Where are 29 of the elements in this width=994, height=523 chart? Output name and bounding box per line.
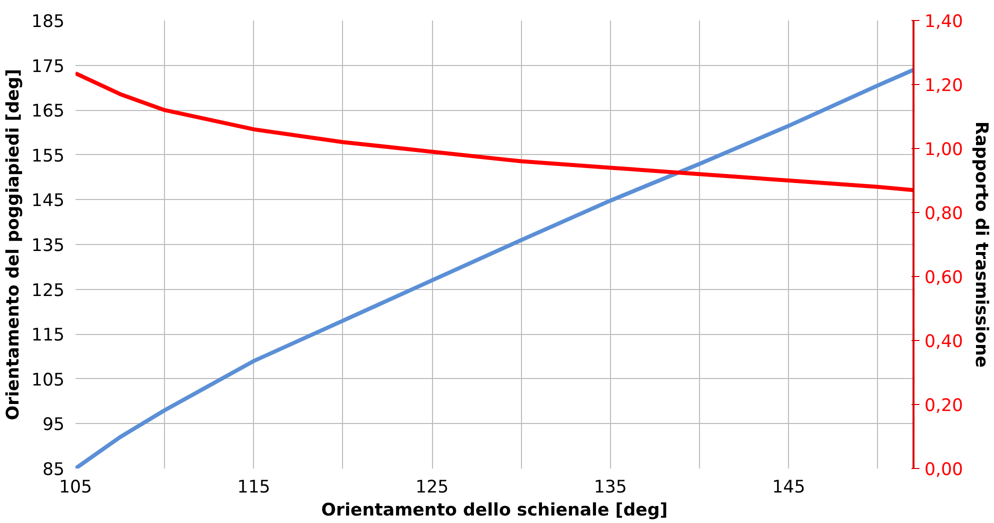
x-tick-label: 105 bbox=[58, 478, 92, 498]
y2-axis-title: Rapporto di trasmissione bbox=[971, 121, 992, 368]
y-tick-label: 135 bbox=[31, 236, 65, 256]
y2-tick-label: 1,20 bbox=[924, 76, 964, 96]
y2-tick-label: 1,00 bbox=[924, 140, 964, 160]
x-tick-label: 145 bbox=[772, 478, 806, 498]
y-tick-label: 185 bbox=[31, 12, 65, 32]
y-tick-label: 165 bbox=[31, 102, 65, 122]
line-series bbox=[76, 68, 914, 468]
y2-tick-label: 0,40 bbox=[924, 332, 964, 352]
y-tick-label: 95 bbox=[42, 415, 65, 436]
x-axis-title: Orientamento dello schienale [deg] bbox=[321, 500, 668, 520]
x-tick-label: 115 bbox=[237, 478, 270, 498]
y2-tick-label: 0,20 bbox=[924, 396, 964, 416]
y-tick-label: 175 bbox=[31, 56, 65, 77]
y2-tick-label: 1,40 bbox=[924, 12, 964, 32]
line-series bbox=[76, 71, 914, 192]
y2-tick-label: 0,00 bbox=[924, 460, 964, 480]
y-tick-label: 125 bbox=[31, 280, 65, 301]
y2-tick-label: 0,60 bbox=[924, 268, 964, 288]
y-tick-label: 145 bbox=[31, 191, 65, 212]
y-axis-title: Orientamento del poggiapiedi [deg] bbox=[3, 68, 24, 420]
x-tick-label: 125 bbox=[416, 478, 449, 498]
y-tick-label: 85 bbox=[42, 460, 65, 480]
y-tick-label: 105 bbox=[31, 370, 65, 390]
y-tick-label: 115 bbox=[31, 326, 65, 346]
y2-tick-label: 0,80 bbox=[924, 204, 964, 224]
y-tick-label: 155 bbox=[31, 146, 65, 166]
x-tick-label: 135 bbox=[594, 478, 627, 498]
